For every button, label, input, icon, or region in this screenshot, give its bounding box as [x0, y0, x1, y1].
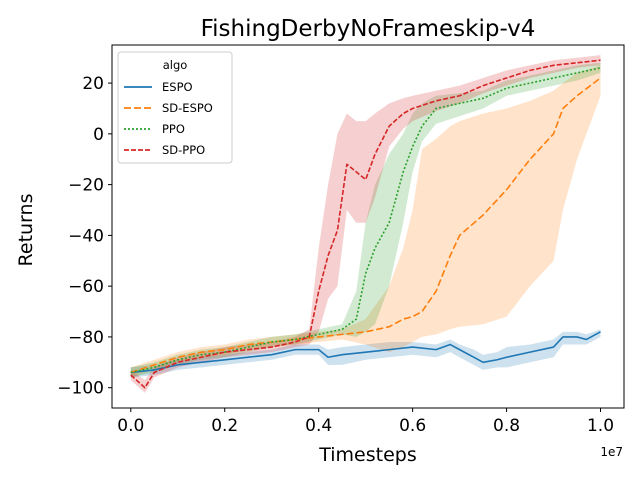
x-tick-label: 0.8	[493, 416, 520, 436]
band-espo	[130, 329, 601, 378]
chart-title: FishingDerbyNoFrameskip-v4	[201, 16, 536, 42]
y-axis-ticks: −100 −80 −60 −40 −20 0 20	[57, 74, 112, 399]
y-tick-label: −100	[57, 379, 104, 399]
x-tick-label: 0.0	[117, 416, 144, 436]
legend-label: ESPO	[162, 80, 193, 94]
x-axis-label: Timesteps	[318, 444, 417, 466]
legend-label: SD-ESPO	[162, 101, 213, 115]
legend-box	[117, 51, 233, 164]
legend-label: SD-PPO	[162, 143, 205, 157]
y-tick-label: 20	[82, 74, 104, 94]
legend: algo ESPO SD-ESPO PPO SD-PPO	[117, 51, 233, 164]
band-ppo	[130, 62, 601, 378]
band-sd-espo	[130, 65, 601, 378]
x-axis-ticks: 0.0 0.2 0.4 0.6 0.8 1.0	[117, 408, 614, 436]
y-tick-label: −20	[68, 176, 104, 196]
series-line-espo	[130, 331, 601, 374]
y-tick-label: −40	[68, 226, 104, 246]
x-tick-label: 0.6	[399, 416, 426, 436]
series-line-ppo	[130, 67, 601, 374]
y-tick-label: −80	[68, 328, 104, 348]
series-lines	[130, 59, 601, 389]
x-tick-label: 0.2	[211, 416, 238, 436]
series-line-sd-ppo	[130, 59, 601, 389]
x-tick-label: 0.4	[305, 416, 332, 436]
y-axis-label: Returns	[15, 194, 37, 267]
plot-frame	[111, 44, 625, 409]
x-tick-label: 1.0	[587, 416, 614, 436]
y-tick-label: −60	[68, 277, 104, 297]
legend-label: PPO	[162, 122, 185, 136]
legend-title: algo	[163, 58, 188, 72]
y-tick-label: 0	[93, 125, 104, 145]
x-axis-offset-text: 1e7	[600, 445, 623, 459]
